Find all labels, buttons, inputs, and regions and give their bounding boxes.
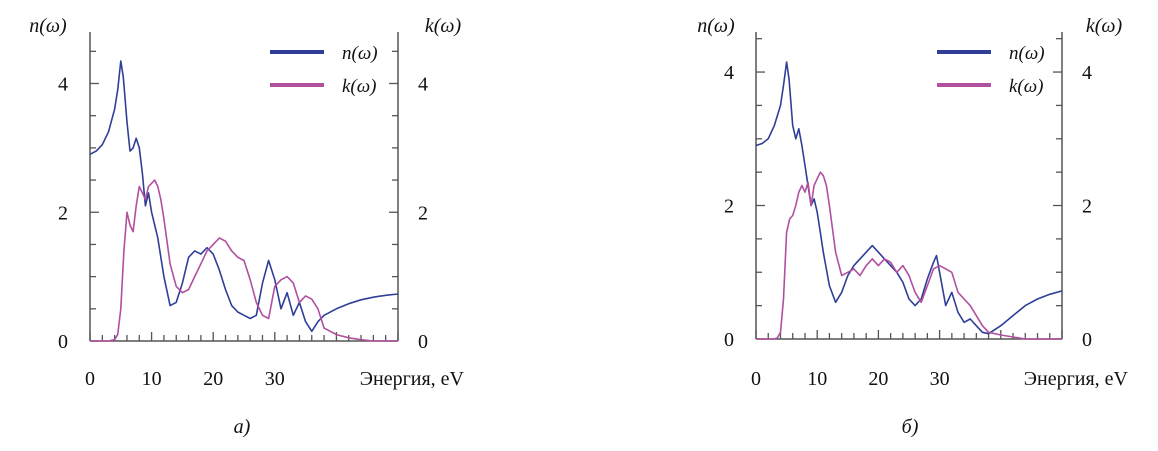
panel-caption: a) [234,416,251,438]
x-tick-label: 0 [85,368,95,390]
right-axis-title: k(ω) [1086,15,1123,37]
left-y-tick-label: 4 [724,62,734,84]
x-tick-label: 20 [203,368,223,390]
left-y-tick-label: 2 [58,202,68,224]
legend-label: n(ω) [1009,43,1045,64]
left-axis-title: n(ω) [29,15,67,37]
x-tick-label: 30 [265,368,285,390]
x-tick-label: 0 [751,368,761,390]
right-axis-title: k(ω) [425,15,462,37]
right-y-tick-label: 0 [418,331,428,353]
right-y-tick-label: 2 [418,202,428,224]
left-y-tick-label: 4 [58,74,68,96]
x-tick-label: 30 [930,368,950,390]
x-axis-title: Энергия, eV [1024,368,1129,390]
series-line-n [755,61,1063,335]
right-y-tick-label: 2 [1082,196,1092,218]
series-line-n [89,60,399,333]
x-tick-label: 20 [868,368,888,390]
chart-panel-b: 0 02 24 40 10 20 30n(ω) k(ω)Энергия, eVn(ω)k(ω)… [697,15,1128,438]
left-y-tick-label: 2 [724,196,734,218]
series-line-k [756,171,1062,340]
legend-label: k(ω) [1009,76,1044,97]
panel-caption: б) [902,416,919,438]
x-tick-label: 10 [807,368,827,390]
right-y-tick-label: 0 [1082,329,1092,351]
x-tick-label: 10 [142,368,162,390]
left-y-tick-label: 0 [58,331,68,353]
legend-label: k(ω) [342,76,377,97]
legend-label: n(ω) [342,43,378,64]
x-axis-title: Энергия, eV [360,368,465,390]
chart-panel-a: 0 02 24 40 10 20 30n(ω) k(ω)Энергия, eVn(ω)k(ω)… [29,15,464,438]
left-y-tick-label: 0 [724,329,734,351]
series-line-k [90,179,398,342]
left-axis-title: n(ω) [697,15,735,37]
right-y-tick-label: 4 [1082,62,1092,84]
right-y-tick-label: 4 [418,74,428,96]
